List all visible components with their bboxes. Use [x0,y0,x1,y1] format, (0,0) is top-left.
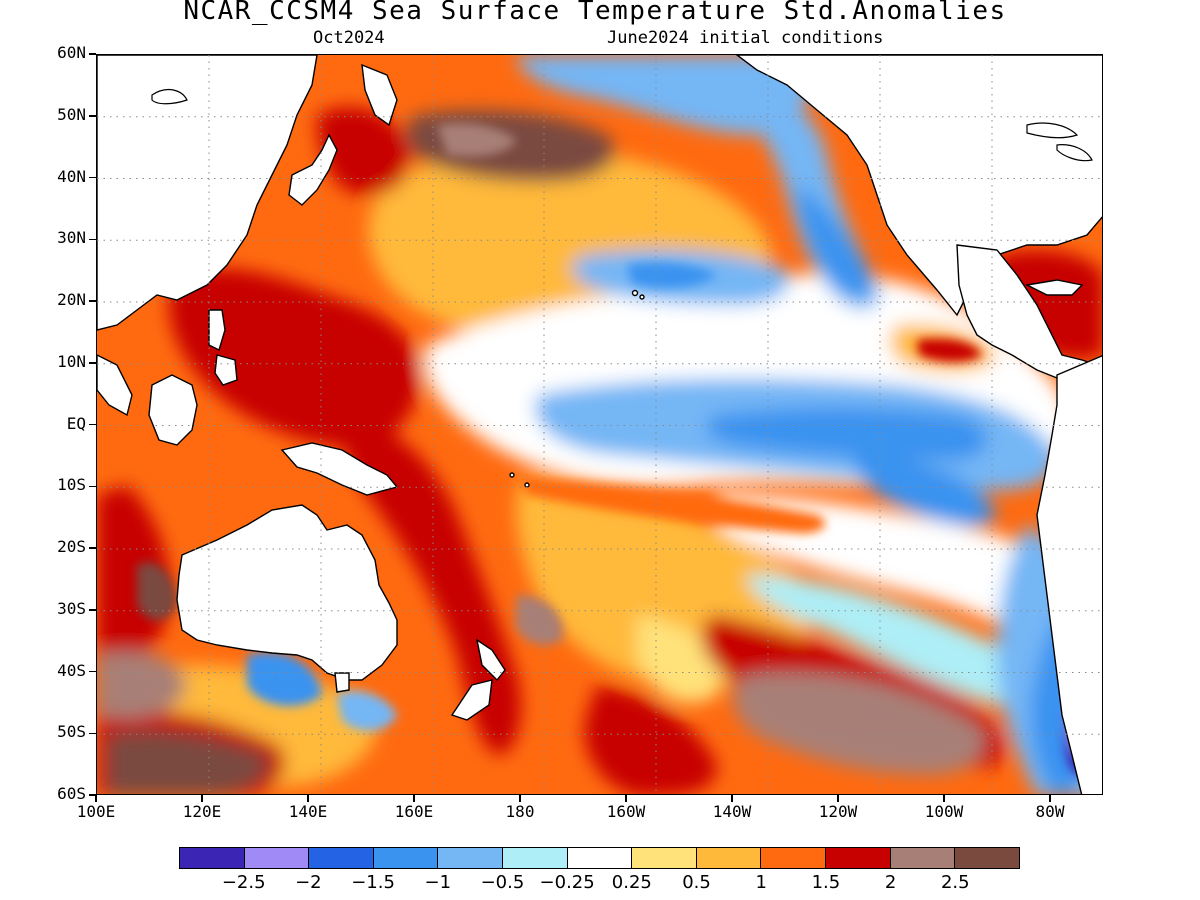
colorbar-label: −0.5 [480,872,525,893]
lat-tick [89,238,96,240]
lat-tick [89,176,96,179]
lat-label: 50S [57,722,86,742]
lon-label: 120E [182,802,222,821]
lat-label: 30N [57,228,86,248]
colorbar-label: −2 [295,872,322,893]
colorbar-label: 1.5 [811,872,841,893]
lat-tick [89,362,96,364]
lat-tick [89,547,96,549]
lat-tick [89,794,96,796]
lat-label: 20N [57,290,86,309]
land-masses [97,55,1102,794]
lon-label: 120W [818,802,858,821]
colorbar-label: 2 [884,872,897,893]
lat-label: 10N [57,351,86,371]
lat-tick [89,670,96,673]
colorbar-swatch [567,848,633,868]
colorbar-label: 0.5 [682,872,711,893]
lon-label: 160E [394,802,434,821]
colorbar-swatch [309,848,374,868]
initial-conditions: June2024 initial conditions [607,28,884,48]
colorbar-label: −2.5 [221,872,266,893]
graticule [97,55,1102,794]
colorbar-swatch [826,848,891,868]
lon-tick [201,795,203,802]
colorbar-swatch [632,848,697,868]
lat-tick [89,300,96,302]
lon-tick [1049,795,1051,802]
colorbar-label: 2.5 [940,872,970,893]
colorbar-swatch [890,848,956,868]
colorbar-swatch [696,848,762,868]
lat-tick [89,609,96,611]
colorbar-swatch [955,848,1019,868]
lat-tick [89,115,96,117]
colorbar-label: −1 [424,872,452,893]
lon-label: 160W [606,802,646,821]
lat-label: 20S [57,537,86,556]
anomaly-field [97,55,1102,794]
lat-label: 10S [57,475,86,495]
lon-tick [95,795,97,802]
lon-tick [413,795,415,802]
lon-label: 100W [924,802,964,821]
lat-label: 30S [57,598,86,618]
lat-label: 40N [57,166,86,186]
lat-label: 40S [57,660,86,680]
lat-tick [89,732,96,734]
lat-label: 60N [57,43,86,62]
colorbar-label: −0.25 [539,872,595,893]
colorbar-label: 1 [755,872,767,893]
lat-label: EQ [66,413,86,433]
lat-tick [89,485,96,487]
lon-label: 100E [76,802,116,821]
lon-tick [837,795,839,802]
colorbar-swatch [761,848,827,868]
lon-label: 80W [1035,802,1065,821]
sst-anomaly-map [96,54,1103,795]
colorbar-label: 0.25 [611,872,652,893]
map-title: NCAR_CCSM4 Sea Surface Temperature Std.A… [183,0,1007,26]
colorbar-swatch [438,848,504,868]
lat-tick [89,423,96,426]
lon-label: 140W [712,802,752,821]
lat-label: 50N [57,104,86,124]
colorbar [179,847,1020,869]
colorbar-swatch [180,848,245,868]
lon-tick [307,795,309,802]
colorbar-swatch [244,848,310,868]
map-canvas [97,55,1102,794]
colorbar-swatch [373,848,439,868]
lat-label: 60S [57,784,86,803]
lon-tick [519,795,521,802]
lon-label: 180 [505,802,535,821]
forecast-month: Oct2024 [313,28,385,48]
colorbar-swatch [503,848,568,868]
lon-tick [625,795,627,802]
lat-tick [89,53,96,55]
lon-label: 140E [288,802,328,821]
lon-tick [943,795,945,802]
lake-outlines [151,88,1093,162]
lon-tick [731,795,733,802]
colorbar-label: −1.5 [351,872,395,893]
